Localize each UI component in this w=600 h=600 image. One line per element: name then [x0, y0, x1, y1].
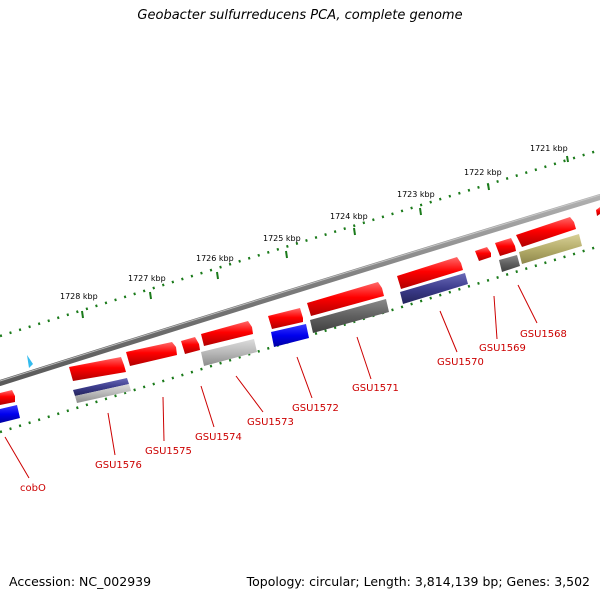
- gene-label[interactable]: GSU1574: [195, 432, 242, 443]
- position-marker[interactable]: [27, 355, 33, 368]
- kbp-label: 1722 kbp: [464, 168, 502, 177]
- major-tick: [419, 207, 422, 216]
- leader-line: [162, 396, 165, 442]
- leader-line: [4, 436, 30, 479]
- gene-arrow[interactable]: [596, 207, 600, 216]
- category-box[interactable]: [271, 324, 309, 347]
- leader-lines: [4, 284, 538, 479]
- gene-arrow[interactable]: [69, 357, 126, 381]
- leader-line: [107, 412, 116, 456]
- major-tick: [81, 310, 84, 319]
- gene-arrow[interactable]: [0, 390, 15, 405]
- leader-line: [356, 336, 372, 380]
- leader-line: [517, 284, 538, 324]
- leader-line: [439, 310, 458, 353]
- gene-arrow[interactable]: [397, 257, 463, 289]
- category-box[interactable]: [75, 384, 131, 403]
- forward-genes: [0, 207, 600, 405]
- kbp-label: 1725 kbp: [263, 234, 301, 243]
- kbp-label: 1721 kbp: [530, 144, 568, 153]
- major-tick: [149, 291, 152, 300]
- major-tick: [487, 183, 490, 191]
- leader-line: [235, 375, 264, 413]
- genome-backbone: [0, 194, 600, 386]
- major-tick: [285, 250, 288, 259]
- category-boxes: [0, 234, 582, 423]
- topology-text: Topology: circular; Length: 3,814,139 bp…: [246, 574, 590, 589]
- major-tick: [566, 155, 569, 163]
- major-tick: [353, 227, 356, 236]
- gene-arrow[interactable]: [307, 282, 384, 316]
- gene-arrow[interactable]: [201, 321, 253, 346]
- gene-label[interactable]: GSU1576: [95, 460, 142, 471]
- genome-title: Geobacter sulfurreducens PCA, complete g…: [137, 8, 463, 23]
- category-box[interactable]: [0, 405, 20, 423]
- category-box[interactable]: [310, 299, 389, 333]
- leader-line: [200, 385, 215, 428]
- gene-label[interactable]: GSU1569: [479, 343, 526, 354]
- gene-label[interactable]: GSU1571: [352, 383, 399, 394]
- gene-arrow[interactable]: [181, 337, 200, 354]
- kbp-label: 1728 kbp: [60, 292, 98, 301]
- category-box[interactable]: [400, 273, 468, 304]
- gene-arrow[interactable]: [516, 217, 576, 247]
- outer-major-ticks: [81, 155, 569, 319]
- kbp-label: 1724 kbp: [330, 212, 368, 221]
- gene-label[interactable]: GSU1575: [145, 446, 192, 457]
- kbp-label: 1726 kbp: [196, 254, 234, 263]
- gene-arrow[interactable]: [495, 238, 516, 256]
- accession-text: Accession: NC_002939: [9, 574, 152, 589]
- kbp-label: 1723 kbp: [397, 190, 435, 199]
- category-box[interactable]: [201, 339, 257, 366]
- major-tick: [216, 271, 219, 280]
- leader-line: [493, 295, 498, 340]
- gene-label[interactable]: GSU1570: [437, 357, 484, 368]
- leader-line: [296, 356, 313, 399]
- category-box[interactable]: [499, 255, 520, 272]
- gene-label[interactable]: GSU1573: [247, 417, 294, 428]
- gene-arrow[interactable]: [475, 247, 491, 261]
- gene-label[interactable]: cobO: [20, 483, 46, 494]
- category-box[interactable]: [519, 234, 582, 264]
- gene-arrow[interactable]: [126, 342, 177, 366]
- category-box[interactable]: [73, 378, 129, 396]
- gene-arrow[interactable]: [268, 308, 303, 329]
- gene-label[interactable]: GSU1568: [520, 329, 567, 340]
- gene-label[interactable]: GSU1572: [292, 403, 339, 414]
- kbp-label: 1727 kbp: [128, 274, 166, 283]
